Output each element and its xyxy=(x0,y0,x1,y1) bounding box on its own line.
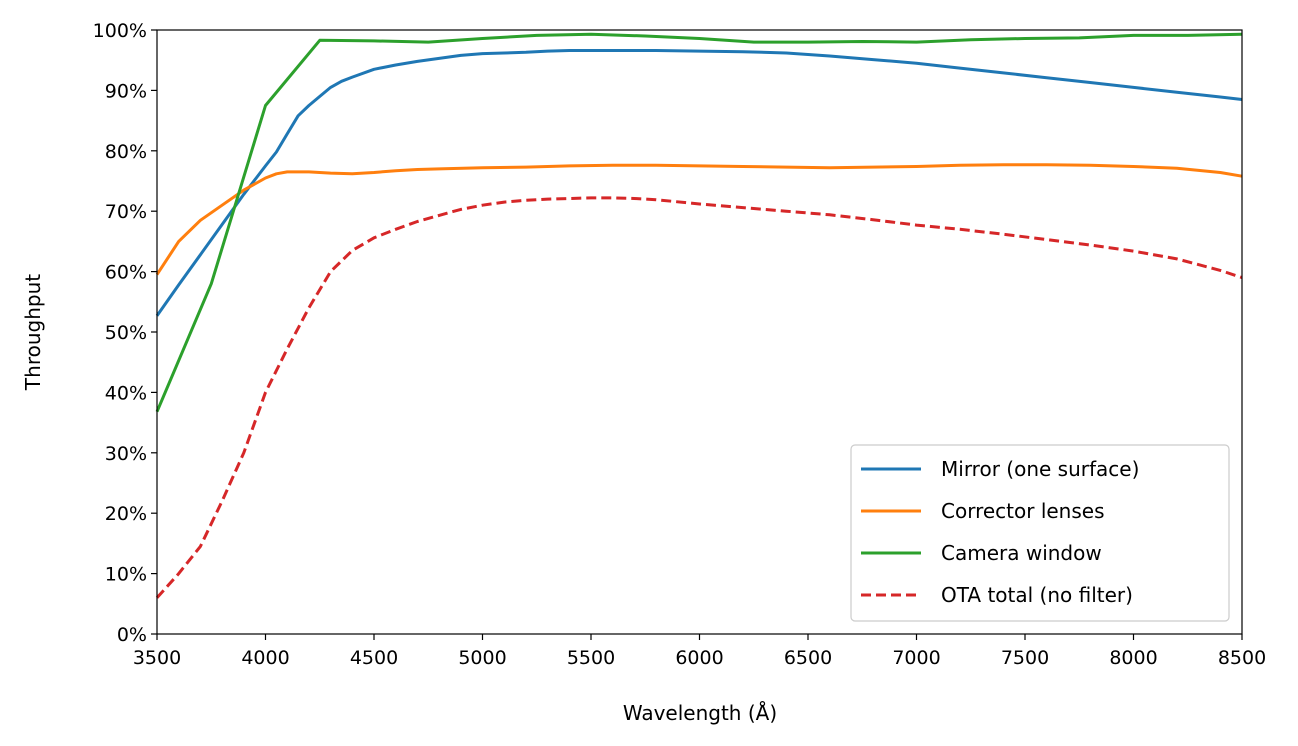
x-tick-label: 7500 xyxy=(1001,647,1049,669)
legend-label: Camera window xyxy=(941,541,1102,565)
y-axis: 0% 10% 20% 30% 40% 50% 60% 70% 80% 90% 100% xyxy=(93,20,157,646)
y-tick-label: 50% xyxy=(105,322,147,344)
x-axis-label: Wavelength (Å) xyxy=(623,701,777,725)
x-tick-label: 4500 xyxy=(350,647,398,669)
y-tick-label: 0% xyxy=(117,624,147,646)
legend: Mirror (one surface) Corrector lenses Came… xyxy=(850,444,1230,622)
x-axis: 3500 4000 4500 5000 5500 6000 6500 7000 7500 8000… xyxy=(133,634,1266,669)
y-tick-label: 100% xyxy=(93,20,147,42)
y-tick-label: 80% xyxy=(105,141,147,163)
y-tick-label: 90% xyxy=(105,80,147,102)
legend-label: Mirror (one surface) xyxy=(941,457,1139,481)
series-line-4 xyxy=(155,196,1243,599)
x-tick-label: 5500 xyxy=(567,647,615,669)
x-tick-label: 8500 xyxy=(1218,647,1266,669)
y-tick-label: 10% xyxy=(105,564,147,586)
y-tick-label: 30% xyxy=(105,443,147,465)
series-line-2 xyxy=(155,163,1243,276)
y-tick-label: 20% xyxy=(105,503,147,525)
y-tick-label: 40% xyxy=(105,382,147,404)
legend-box xyxy=(850,444,1230,622)
legend-label: OTA total (no filter) xyxy=(941,583,1133,607)
series-line-3 xyxy=(155,32,1243,413)
y-axis-label: Throughput xyxy=(21,274,45,391)
x-tick-label: 8000 xyxy=(1109,647,1157,669)
x-tick-label: 6500 xyxy=(784,647,832,669)
x-tick-label: 4000 xyxy=(241,647,289,669)
x-tick-label: 3500 xyxy=(133,647,181,669)
x-tick-label: 7000 xyxy=(892,647,940,669)
x-tick-label: 5000 xyxy=(458,647,506,669)
series-line-1 xyxy=(155,49,1243,317)
y-tick-label: 60% xyxy=(105,262,147,284)
x-tick-label: 6000 xyxy=(675,647,723,669)
series-layer xyxy=(155,32,1243,599)
legend-label: Corrector lenses xyxy=(941,499,1105,523)
y-tick-label: 70% xyxy=(105,201,147,223)
